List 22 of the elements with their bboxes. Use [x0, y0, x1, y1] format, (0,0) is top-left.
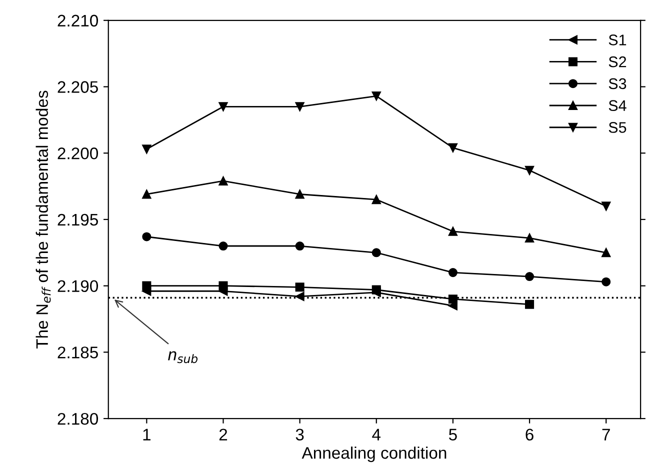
- y-tick-label: 2.205: [58, 81, 98, 93]
- x-tick-label: 3: [296, 428, 304, 441]
- x-tick-label: 4: [372, 428, 381, 440]
- y-tick-label: 2.195: [58, 214, 98, 226]
- legend-label: S3: [608, 78, 626, 90]
- legend-label: S1: [608, 34, 626, 46]
- x-tick-label: 6: [526, 428, 534, 441]
- y-tick-label: 2.190: [58, 280, 98, 292]
- x-tick-label: 7: [602, 428, 610, 440]
- legend-label: S2: [608, 56, 626, 68]
- y-tick-label: 2.210: [58, 14, 98, 27]
- x-tick-label: 2: [219, 428, 228, 440]
- x-tick-label: 1: [143, 428, 150, 440]
- y-tick-label: 2.200: [58, 148, 98, 160]
- annotation: n$_{sub}$: [168, 351, 198, 364]
- x-axis-title: Annealing condition: [302, 446, 446, 462]
- x-tick-label: 5: [448, 428, 457, 441]
- legend-label: S4: [608, 100, 626, 111]
- legend-label: S5: [608, 122, 626, 133]
- y-axis-title: The N$_{eff}$ of the fundamental modes: [36, 90, 51, 349]
- y-tick-label: 2.185: [58, 346, 98, 358]
- y-tick-label: 2.180: [58, 412, 98, 425]
